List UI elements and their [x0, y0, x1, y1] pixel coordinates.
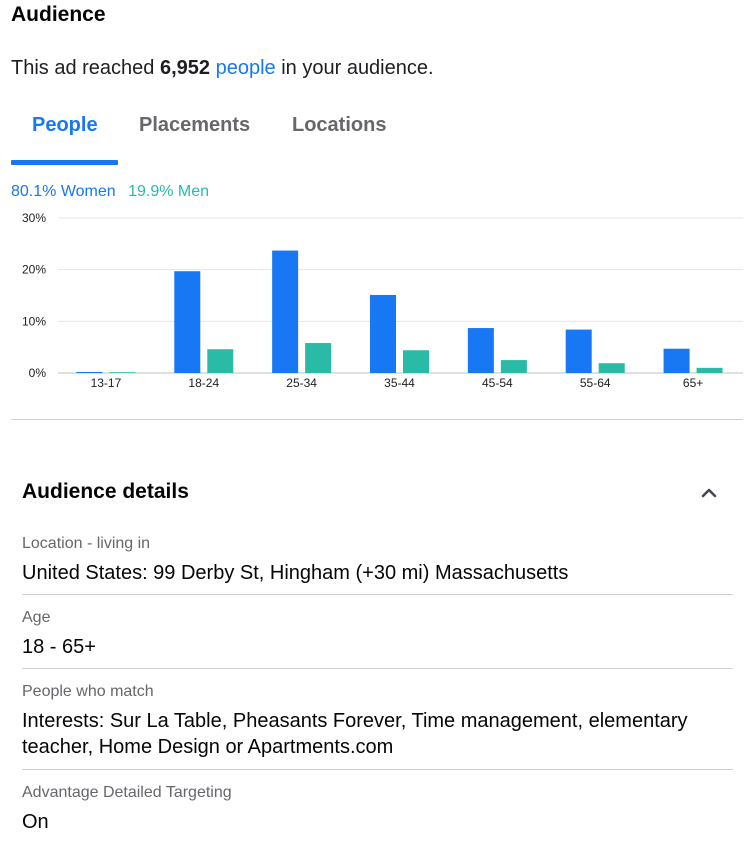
y-tick-label: 10%: [22, 314, 46, 328]
x-tick-label: 25-34: [286, 376, 317, 390]
legend-men: 19.9% Men: [128, 183, 210, 200]
bar-men-25-34: [305, 343, 332, 373]
people-link[interactable]: people: [215, 57, 276, 79]
age-gender-bar-chart: 0% 10% 20% 30% 13-17 18-24 25-34 35-44 45-54 55-6…: [22, 211, 743, 390]
age-value: 18 - 65+: [22, 636, 96, 658]
row-divider: [22, 594, 733, 595]
y-tick-label: 30%: [22, 211, 46, 225]
location-value: United States: 99 Derby St, Hingham (+30…: [22, 562, 569, 584]
x-tick-label: 13-17: [91, 376, 122, 390]
legend-women: 80.1% Women: [11, 183, 116, 200]
x-tick-label: 35-44: [384, 376, 415, 390]
reach-summary: This ad reached 6,952 people in your aud…: [11, 57, 434, 80]
reach-prefix: This ad reached: [11, 57, 160, 79]
gender-legend: 80.1% Women 19.9% Men: [11, 183, 209, 201]
advantage-targeting-label: Advantage Detailed Targeting: [22, 784, 232, 801]
tab-locations[interactable]: Locations: [292, 114, 387, 136]
bar-women-35-44: [370, 294, 396, 373]
people-who-match-label: People who match: [22, 683, 154, 700]
row-divider: [22, 769, 733, 770]
audience-title: Audience: [11, 3, 106, 26]
x-tick-label: 18-24: [188, 376, 219, 390]
reach-count: 6,952: [159, 57, 211, 79]
people-who-match-value: Interests: Sur La Table, Pheasants Forev…: [22, 710, 688, 758]
bar-women-25-34: [272, 250, 299, 373]
bar-men-55-64: [598, 363, 625, 373]
y-tick-label: 20%: [22, 263, 46, 277]
bar-women-55-64: [565, 329, 592, 373]
reach-suffix: in your audience.: [275, 57, 434, 79]
location-label: Location - living in: [22, 535, 151, 552]
x-tick-label: 55-64: [580, 376, 611, 390]
x-tick-label: 45-54: [482, 376, 513, 390]
chevron-up-icon[interactable]: [698, 482, 720, 504]
tab-bar: People Placements Locations: [11, 100, 411, 166]
bar-men-65+: [696, 367, 723, 373]
section-divider: [11, 419, 743, 420]
active-tab-indicator: [11, 160, 118, 165]
bar-men-35-44: [403, 350, 429, 373]
bar-women-45-54: [467, 328, 494, 373]
tab-people[interactable]: People: [32, 114, 98, 136]
advantage-targeting-value: On: [22, 811, 49, 833]
age-label: Age: [22, 609, 51, 626]
bar-men-18-24: [207, 349, 234, 373]
bar-women-18-24: [174, 271, 201, 373]
bar-women-65+: [663, 348, 690, 373]
tab-placements[interactable]: Placements: [139, 114, 251, 136]
bar-women-13-17: [76, 371, 103, 373]
x-tick-label: 65+: [683, 376, 703, 390]
y-tick-label: 0%: [29, 366, 47, 380]
row-divider: [22, 668, 733, 669]
bar-men-13-17: [109, 372, 136, 373]
bar-men-45-54: [500, 360, 527, 373]
audience-details-title: Audience details: [22, 480, 189, 503]
